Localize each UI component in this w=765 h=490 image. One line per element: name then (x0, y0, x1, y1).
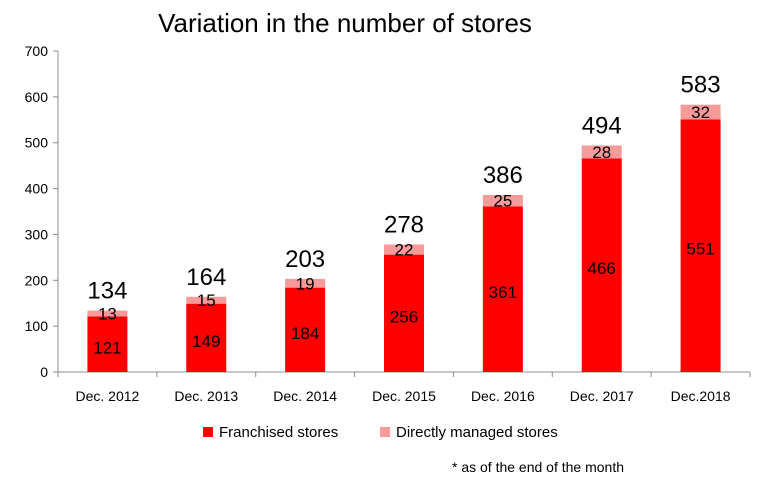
y-tick-label: 100 (25, 318, 49, 334)
data-label-directly-managed: 15 (197, 291, 216, 310)
x-tick-label: Dec. 2014 (273, 388, 337, 404)
data-label-directly-managed: 19 (296, 274, 315, 293)
bar-franchised (384, 254, 424, 372)
legend-label-directly-managed: Directly managed stores (396, 424, 558, 441)
bar-franchised (87, 316, 128, 372)
data-label-franchised: 466 (588, 259, 616, 278)
bar-directly-managed (482, 194, 523, 207)
total-label: 164 (186, 264, 226, 291)
total-label: 278 (384, 212, 424, 239)
legend-swatch-directly-managed (380, 427, 390, 437)
bar-directly-managed (581, 145, 622, 159)
y-tick-label: 600 (25, 89, 49, 105)
total-label: 134 (87, 278, 127, 305)
y-tick-label: 400 (25, 181, 49, 197)
legend-swatch-franchised (203, 427, 213, 437)
data-label-franchised: 149 (192, 332, 220, 351)
bar-directly-managed (680, 104, 721, 120)
data-label-directly-managed: 32 (691, 103, 710, 122)
total-label: 386 (483, 162, 523, 189)
data-label-franchised: 551 (686, 240, 714, 259)
data-label-franchised: 121 (93, 338, 121, 357)
bar-directly-managed (186, 296, 227, 304)
data-label-franchised: 256 (390, 307, 418, 326)
bar-franchised (285, 287, 326, 372)
legend: Franchised stores Directly managed store… (203, 424, 558, 441)
bar-franchised (581, 158, 622, 372)
footnote: * as of the end of the month (452, 459, 624, 475)
x-tick-label: Dec. 2013 (174, 388, 238, 404)
y-tick-label: 700 (25, 43, 49, 59)
y-tick-label: 500 (25, 135, 49, 151)
y-tick-label: 200 (25, 272, 49, 288)
chart-title: Variation in the number of stores (158, 8, 532, 38)
bar-directly-managed (384, 244, 424, 255)
x-tick-label: Dec. 2016 (471, 388, 535, 404)
data-label-franchised: 361 (489, 283, 517, 302)
data-label-directly-managed: 13 (98, 305, 117, 324)
bar-franchised (680, 119, 721, 372)
x-tick-label: Dec. 2015 (372, 388, 436, 404)
total-label: 494 (582, 112, 622, 139)
y-tick-label: 300 (25, 226, 49, 242)
total-label: 583 (681, 72, 721, 99)
bar-franchised (186, 303, 227, 372)
total-label: 203 (285, 246, 325, 273)
y-tick-label: 0 (40, 364, 48, 380)
x-tick-label: Dec. 2017 (570, 388, 634, 404)
bar-directly-managed (87, 310, 128, 317)
data-label-franchised: 184 (291, 324, 319, 343)
legend-label-franchised: Franchised stores (219, 424, 338, 441)
data-label-directly-managed: 28 (592, 143, 611, 162)
x-tick-label: Dec. 2012 (76, 388, 140, 404)
data-label-directly-managed: 22 (395, 241, 414, 260)
data-label-directly-managed: 25 (493, 192, 512, 211)
x-tick-label: Dec.2018 (671, 388, 731, 404)
bar-directly-managed (285, 278, 326, 288)
bar-franchised (482, 206, 523, 372)
